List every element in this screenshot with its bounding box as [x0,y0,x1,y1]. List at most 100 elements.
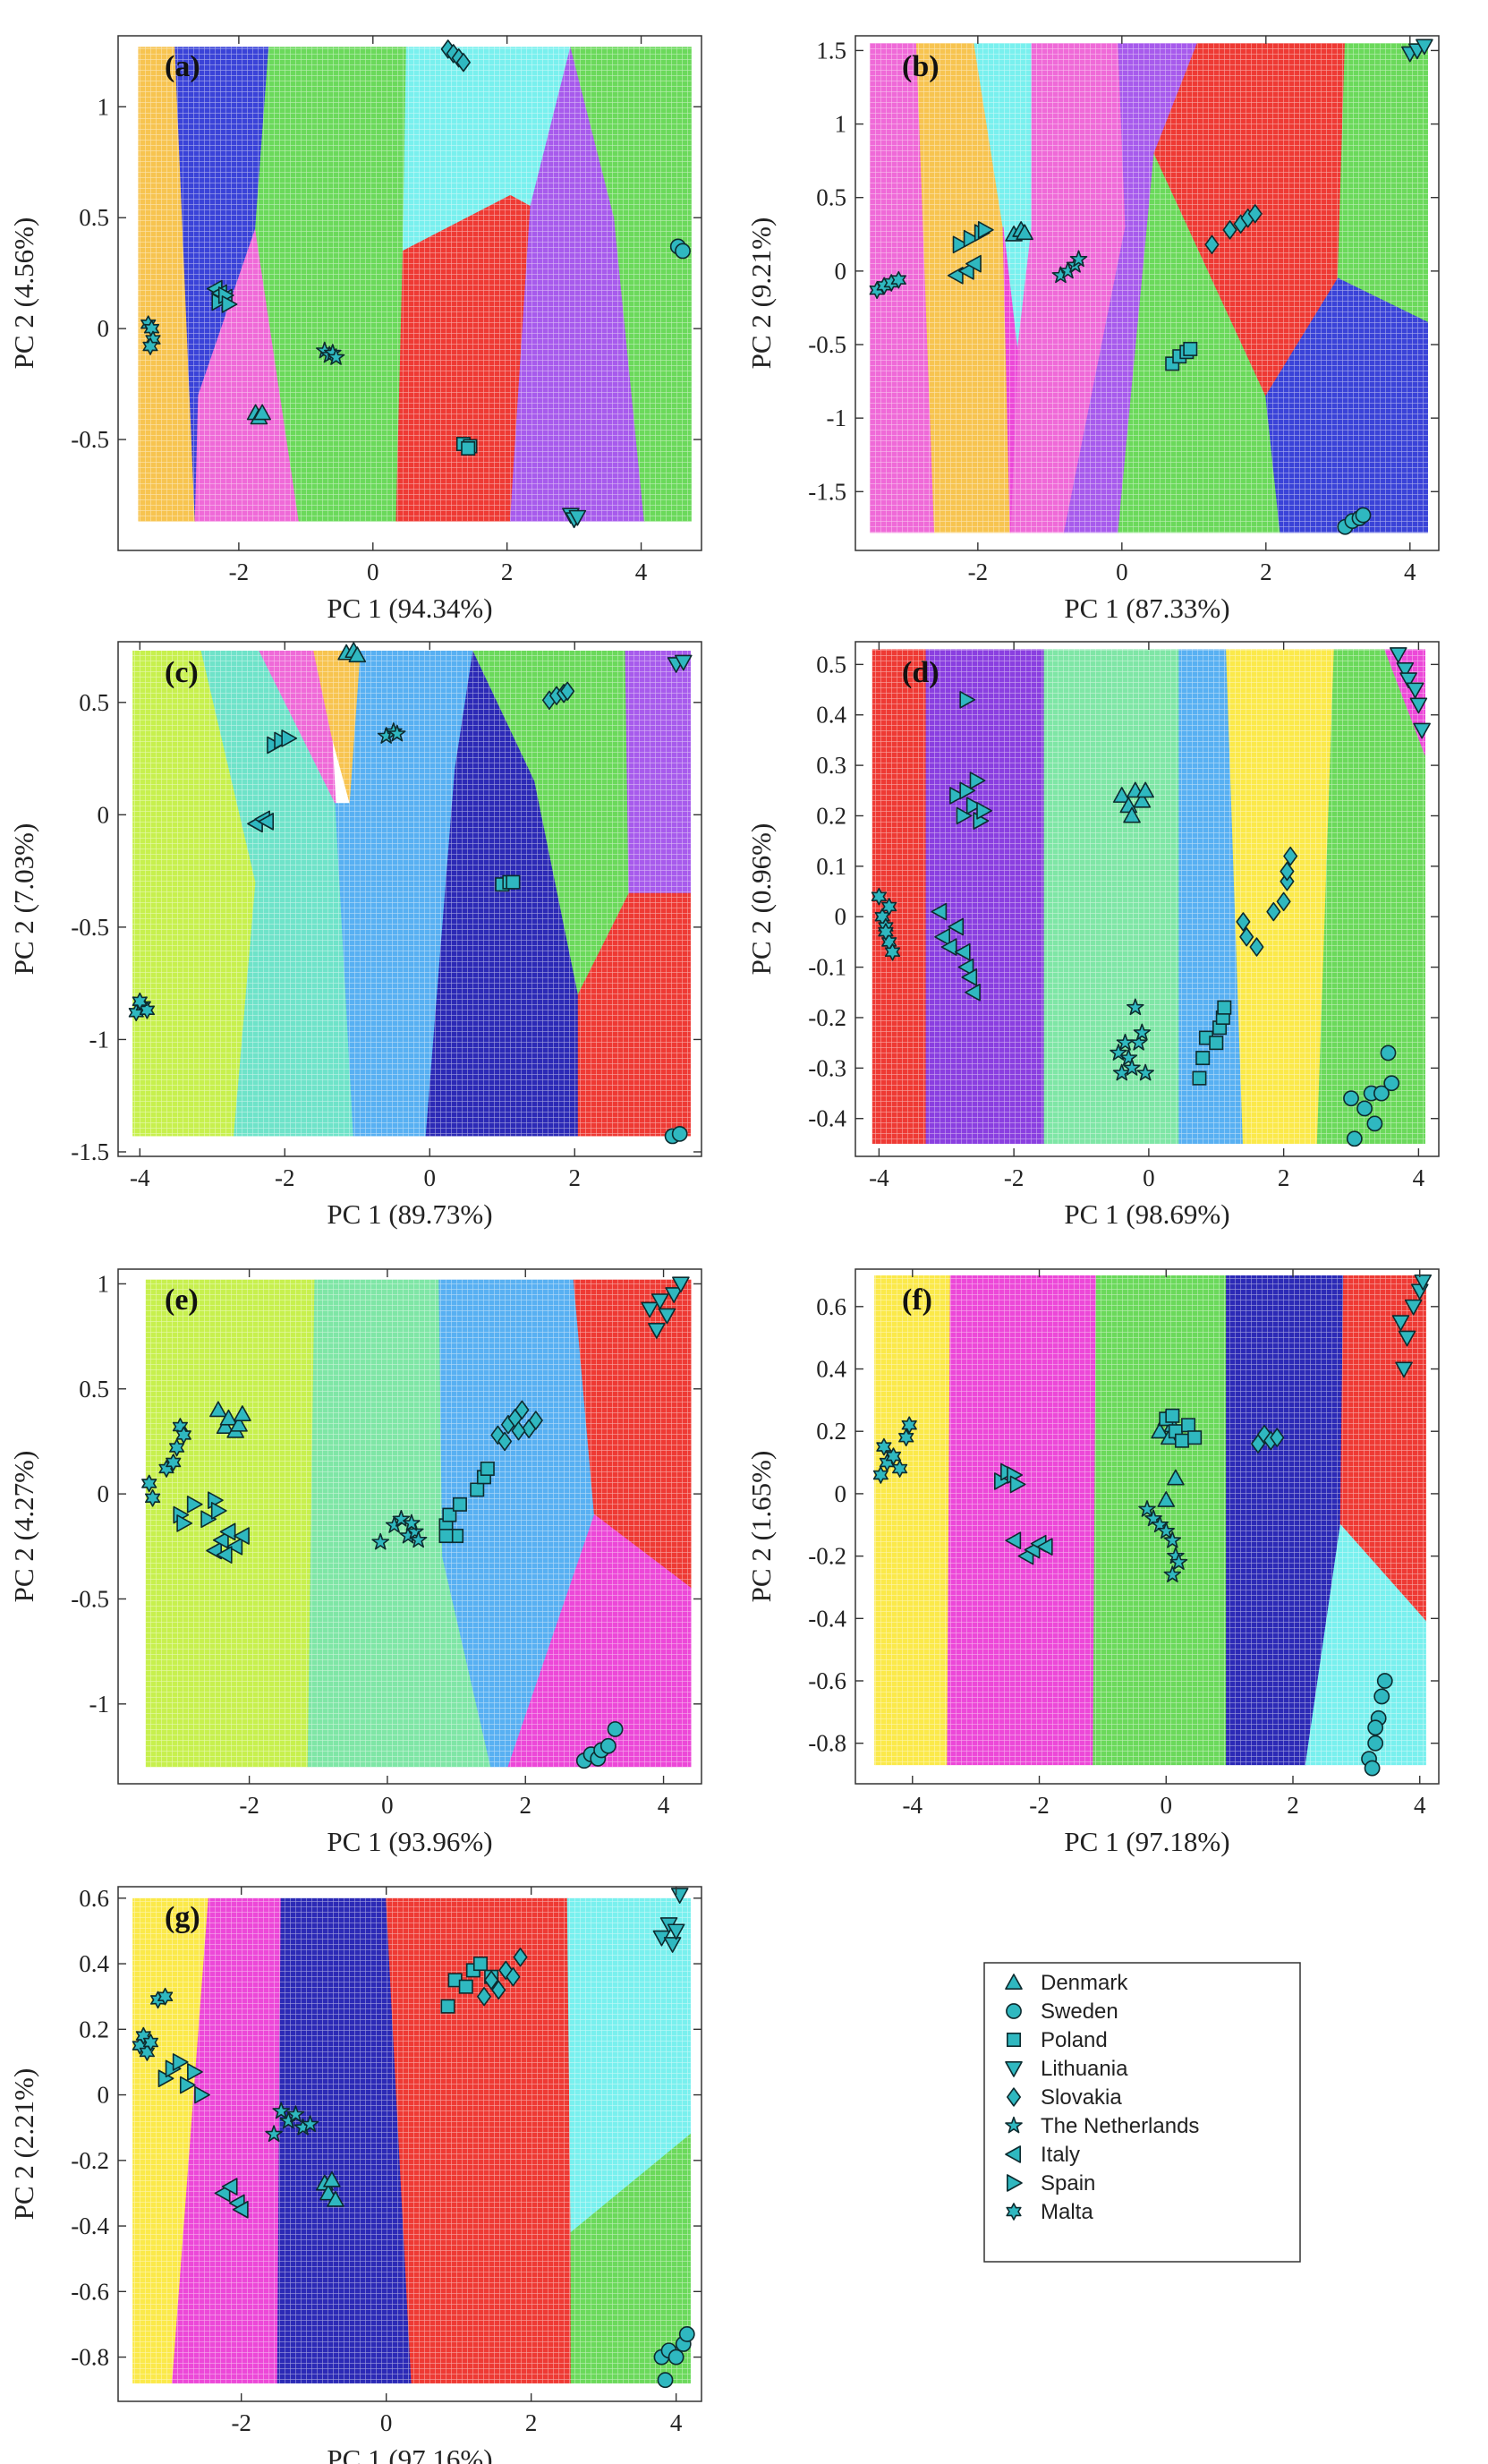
marker-denmark [323,2170,341,2187]
marker-malta [141,1474,157,1493]
y-tick-label: -0.3 [808,1054,846,1081]
y-tick-label: -1 [89,1691,110,1718]
y-tick-label: -0.2 [71,2147,109,2174]
plot-frame [117,35,702,551]
x-tick-label: 0 [1116,558,1128,585]
x-axis-label: PC 1 (97.18%) [1064,1826,1229,1857]
marker-slovakia [490,1425,506,1445]
x-tick-label: -4 [903,1792,923,1819]
marker-the-netherlands [388,724,406,742]
marker-sweden [671,1125,688,1142]
region-grid-texture [132,1897,691,2383]
marker-spain [969,772,986,789]
y-tick-label: 0.4 [816,702,846,729]
marker-spain [221,295,238,313]
marker-italy [212,1530,229,1549]
marker-poland [1195,1051,1211,1066]
marker-the-netherlands [403,1513,421,1531]
plot-frame [855,35,1440,551]
marker-the-netherlands [272,2102,290,2119]
marker-malta [142,2033,158,2051]
legend-marker-slovakia [1007,2087,1021,2107]
marker-italy [940,938,957,956]
marker-poland [452,1496,467,1512]
marker-lithuania [665,1287,683,1303]
plot-frame [855,641,1440,1157]
marker-spain [952,235,969,254]
legend-label-spain: Spain [1041,2171,1095,2195]
x-axis-label: PC 1 (93.96%) [327,1826,492,1857]
legend-marker-lithuania [1005,2061,1023,2077]
marker-malta [892,1460,908,1478]
y-tick-label: -0.8 [808,1730,846,1757]
marker-denmark [348,646,367,663]
marker-slovakia [1239,927,1254,947]
x-tick-label: 2 [519,1792,531,1819]
marker-malta [890,270,906,289]
x-tick-label: -2 [239,1792,259,1819]
marker-slovakia [511,1421,526,1441]
marker-sweden [1373,1688,1390,1705]
legend-label-sweden: Sweden [1041,1999,1118,2024]
panel-label: (f) [902,1283,932,1317]
region-grid-texture [132,651,691,1137]
marker-slovakia [1204,234,1220,254]
y-tick-label: -0.5 [71,1585,109,1612]
y-axis-label: PC 2 (7.03%) [8,823,39,976]
panel-label: (b) [902,50,940,83]
marker-spain [172,2053,189,2071]
marker-lithuania [672,1276,690,1293]
marker-poland [1217,1000,1232,1015]
x-axis-label: PC 1 (94.34%) [327,593,492,624]
x-axis-label: PC 1 (98.69%) [1064,1198,1229,1230]
y-tick-label: 0.4 [816,1356,846,1383]
y-tick-label: 0.1 [816,853,846,880]
panel-g: -2 0 2 4 -0.8 -0.6 -0.4 -0.2 0 0.2 0.4 0.6 (g) PC 1… [8,1885,702,2464]
marker-italy [258,813,275,831]
marker-spain [281,729,298,747]
marker-the-netherlands [1127,998,1144,1016]
x-tick-label: 0 [1143,1164,1155,1191]
marker-sweden [1355,507,1372,524]
marker-spain [186,1496,203,1513]
marker-the-netherlands [1069,250,1088,268]
marker-sweden [1343,1090,1359,1107]
y-tick-label: -0.4 [808,1605,846,1632]
y-tick-label: -1 [89,1026,110,1053]
marker-lithuania [1398,1330,1416,1347]
marker-slovakia [455,53,471,72]
legend-marker-italy [1005,2145,1021,2163]
marker-slovakia [1280,861,1295,882]
marker-lithuania [1396,662,1415,678]
y-tick-label: 1 [98,93,110,120]
marker-spain [200,1510,217,1529]
y-tick-label: 0.5 [79,689,109,716]
marker-poland [1165,1408,1180,1423]
marker-slovakia [1276,891,1291,912]
marker-denmark [319,2184,337,2201]
y-tick-label: -1.5 [71,1138,109,1165]
marker-sweden [1356,1100,1373,1117]
marker-italy [216,1546,233,1564]
marker-lithuania [1404,1299,1423,1316]
marker-spain [977,221,994,239]
legend-marker-malta [1006,2203,1022,2221]
x-tick-label: 2 [525,2409,538,2436]
y-tick-label: 0 [835,903,847,930]
marker-spain [976,802,993,820]
panel-c: -4 -2 0 2 -1.5 -1 -0.5 0 0.5 (c) PC 1 (89.73%) P… [8,641,702,1230]
marker-slovakia [513,1948,528,1967]
marker-denmark [1016,224,1033,241]
marker-denmark [327,2190,344,2207]
marker-slovakia [528,1411,543,1430]
marker-poland [1192,1070,1207,1086]
panel-label: (a) [165,50,200,83]
marker-the-netherlands [409,1530,428,1548]
marker-poland [440,1999,455,2014]
y-tick-label: 0 [98,801,110,828]
plot-frame [117,1268,702,1785]
marker-the-netherlands [371,1532,389,1550]
marker-sweden [667,2349,684,2366]
marker-italy [948,917,965,936]
y-axis-label: PC 2 (4.56%) [8,217,39,370]
